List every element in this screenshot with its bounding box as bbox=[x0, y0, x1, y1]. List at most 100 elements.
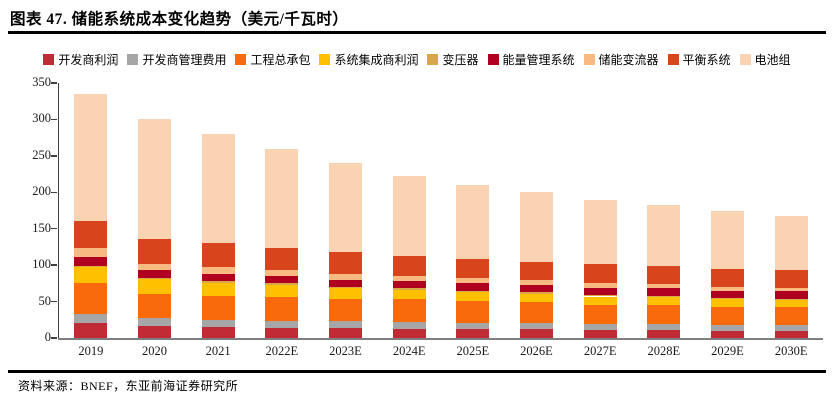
x-axis-label: 2027E bbox=[583, 344, 617, 358]
bar-segment bbox=[74, 221, 108, 248]
y-axis-label: 50 bbox=[38, 293, 52, 308]
bar-segment bbox=[711, 290, 744, 298]
bar-segment bbox=[138, 279, 171, 295]
y-axis-tick bbox=[51, 264, 57, 266]
bar-segment bbox=[392, 299, 426, 322]
bar-segment bbox=[265, 320, 299, 328]
bar-segment bbox=[711, 268, 744, 287]
bar-segment bbox=[329, 327, 362, 338]
stacked-bar-2025E bbox=[456, 83, 490, 338]
bar-segment bbox=[201, 282, 235, 297]
x-axis-label: 2022E bbox=[265, 344, 299, 358]
bar-segment bbox=[520, 329, 553, 338]
stacked-bar-2021 bbox=[201, 83, 235, 338]
legend-swatch-icon bbox=[127, 54, 139, 65]
y-axis-tick bbox=[51, 300, 57, 303]
bar-segment bbox=[583, 330, 617, 338]
legend-item: 系统集成商利润 bbox=[319, 51, 418, 68]
legend-label: 开发商利润 bbox=[58, 53, 119, 67]
bar-segment bbox=[265, 247, 299, 271]
bar-segment bbox=[329, 273, 362, 280]
stacked-bar-2026E bbox=[520, 83, 553, 338]
bar-segment bbox=[265, 284, 299, 298]
bar-segment bbox=[392, 289, 426, 300]
x-axis-label: 2023E bbox=[329, 344, 362, 358]
y-axis-label: 0 bbox=[44, 330, 51, 344]
legend-swatch-icon bbox=[487, 54, 499, 65]
bar-segment bbox=[138, 119, 171, 239]
bar-segment bbox=[647, 305, 681, 325]
stacked-bar-plot-area: 0 50 100 150 200 250 300 350 2019 2020 2021 2022E 20… bbox=[32, 75, 823, 358]
bar-segment bbox=[392, 288, 426, 290]
legend-item: 开发商利润 bbox=[43, 51, 118, 68]
bar-segment bbox=[74, 93, 108, 222]
bar-segment bbox=[74, 313, 108, 324]
x-axis-label: 2024E bbox=[392, 344, 426, 358]
bar-segment bbox=[456, 290, 490, 293]
bar-segment bbox=[774, 298, 808, 301]
bar-segment bbox=[201, 327, 235, 338]
legend-label: 电池组 bbox=[754, 53, 791, 67]
bar-segment bbox=[138, 270, 171, 278]
bar-segment bbox=[774, 300, 808, 308]
bar-segment bbox=[74, 323, 108, 338]
legend-label: 系统集成商利润 bbox=[334, 53, 419, 67]
x-axis-line bbox=[57, 338, 823, 340]
bar-segment bbox=[265, 148, 299, 248]
bar-segment bbox=[201, 281, 235, 283]
bar-segment bbox=[265, 270, 299, 277]
y-axis-label: 350 bbox=[32, 75, 51, 89]
bar-segment bbox=[74, 283, 108, 314]
bar-segment bbox=[329, 279, 362, 287]
bar-segment bbox=[583, 295, 617, 297]
bar-segment bbox=[647, 284, 681, 289]
bar-segment bbox=[392, 276, 426, 282]
bar-segment bbox=[711, 287, 744, 291]
bar-segment bbox=[138, 326, 171, 338]
bar-segment bbox=[711, 210, 744, 269]
legend-swatch-icon bbox=[235, 54, 247, 65]
legend-swatch-icon bbox=[43, 54, 55, 65]
bar-segment bbox=[138, 263, 171, 271]
bar-segment bbox=[201, 243, 235, 268]
bar-segment bbox=[138, 238, 171, 264]
legend-label: 工程总承包 bbox=[250, 53, 311, 67]
bar-segment bbox=[774, 269, 808, 288]
bar-segment bbox=[583, 264, 617, 284]
legend-swatch-icon bbox=[427, 54, 439, 65]
bar-segment bbox=[647, 205, 681, 266]
bar-segment bbox=[583, 199, 617, 265]
bar-segment bbox=[329, 288, 362, 299]
legend-swatch-icon bbox=[583, 54, 595, 65]
bar-segment bbox=[456, 258, 490, 279]
bar-segment bbox=[201, 296, 235, 320]
bar-segment bbox=[583, 296, 617, 305]
figure-bottom-divider bbox=[8, 370, 826, 373]
bar-segment bbox=[265, 327, 299, 338]
legend-item: 储能变流器 bbox=[583, 51, 659, 68]
figure-title: 图表 47. 储能系统成本变化趋势（美元/千瓦时） bbox=[10, 11, 349, 28]
bar-segment bbox=[647, 324, 681, 330]
y-axis-label: 300 bbox=[32, 111, 51, 126]
bar-segment bbox=[520, 293, 553, 303]
bar-segment bbox=[583, 287, 617, 296]
legend-swatch-icon bbox=[739, 54, 751, 65]
y-axis-tick bbox=[51, 118, 57, 121]
bar-segment bbox=[583, 304, 617, 325]
bar-segment bbox=[329, 298, 362, 322]
bar-segment bbox=[520, 261, 553, 281]
y-axis-label: 100 bbox=[32, 257, 51, 272]
bar-segment bbox=[74, 267, 108, 284]
bar-segment bbox=[774, 307, 808, 325]
bar-segment bbox=[138, 294, 171, 319]
bar-segment bbox=[583, 283, 617, 288]
stacked-bar-2029E bbox=[711, 83, 744, 338]
bar-segment bbox=[520, 323, 553, 330]
bar-segment bbox=[647, 330, 681, 338]
bar-segment bbox=[520, 284, 553, 293]
bar-segment bbox=[329, 252, 362, 274]
bar-segment bbox=[711, 297, 744, 300]
stacked-bar-2030E bbox=[774, 83, 808, 338]
bar-segment bbox=[456, 323, 490, 330]
